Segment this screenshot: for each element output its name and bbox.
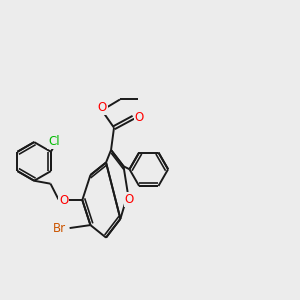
Text: O: O [98,101,107,114]
Text: Cl: Cl [48,135,60,148]
Text: Br: Br [53,222,66,235]
Text: O: O [135,111,144,124]
Text: O: O [125,193,134,206]
Text: O: O [59,194,68,207]
